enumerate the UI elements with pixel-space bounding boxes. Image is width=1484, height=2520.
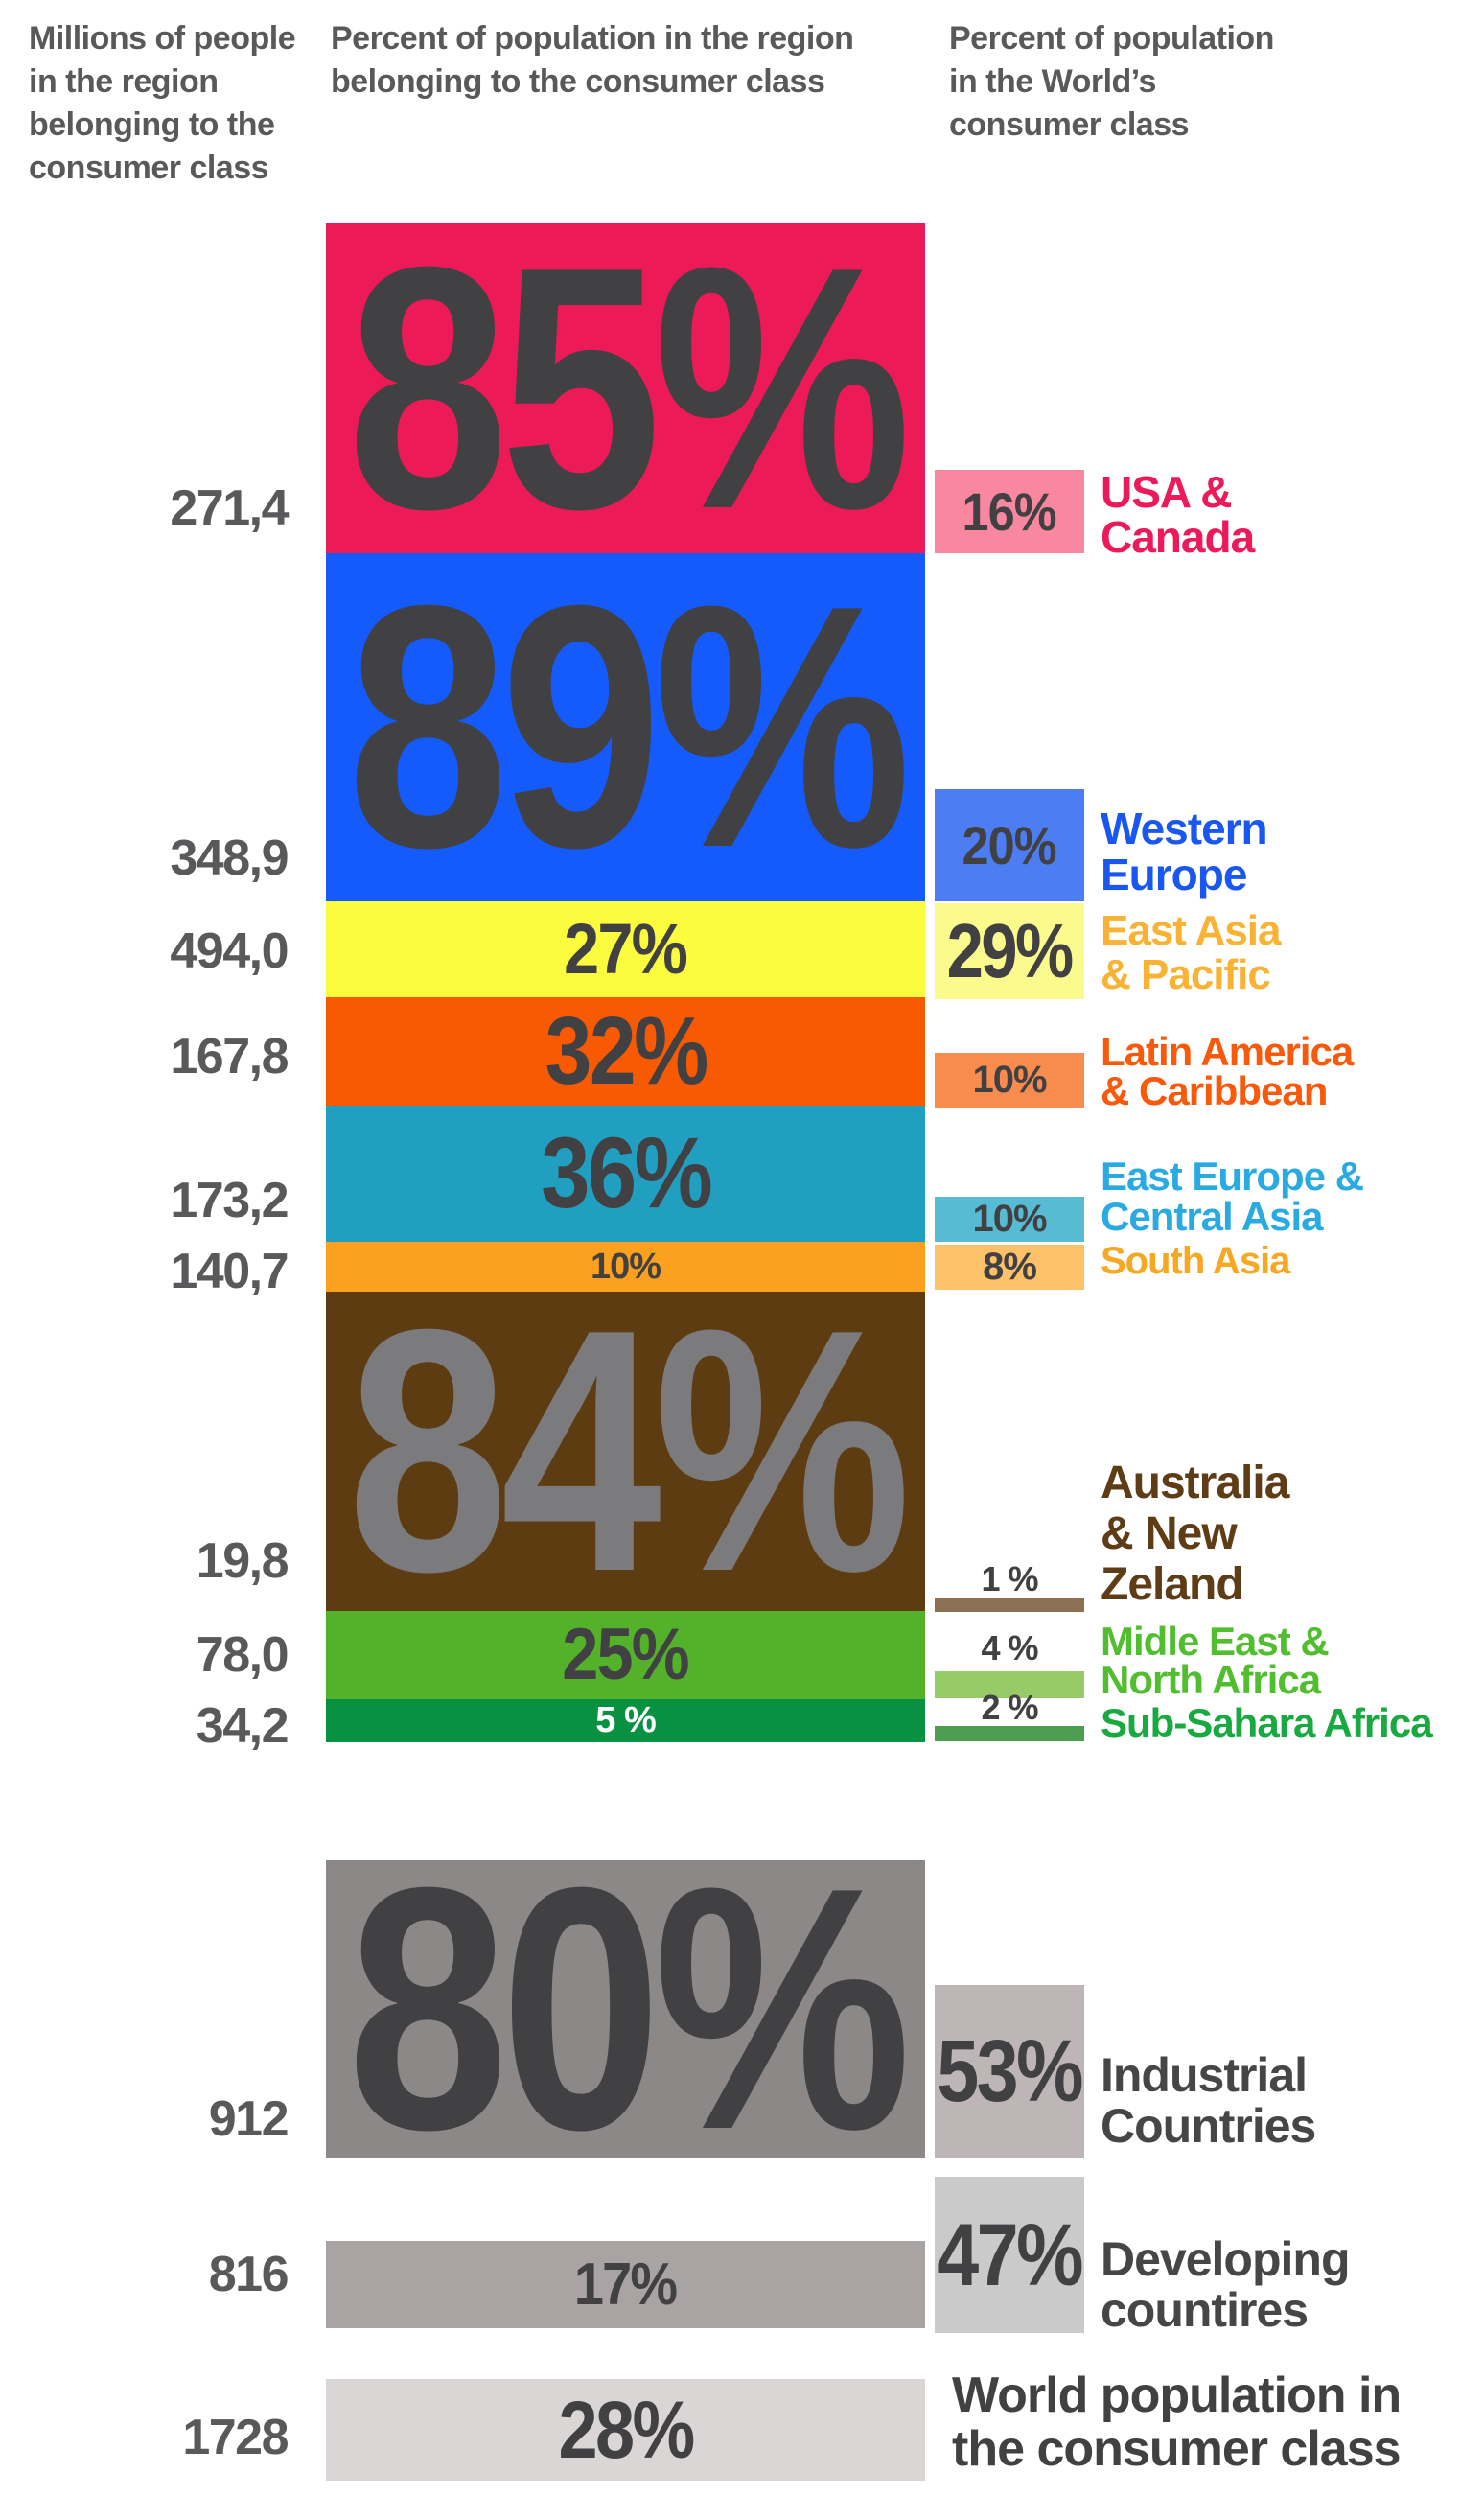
region-bar-world: 28% <box>326 2379 925 2481</box>
label-latin-america: Latin America & Caribbean <box>1101 1029 1354 1113</box>
label-industrial: Industrial Countries <box>1101 2048 1316 2153</box>
world-bar-east-europe: 10% <box>935 1197 1084 1242</box>
label-western-europe: Western Europe <box>1101 804 1268 899</box>
label-south-asia: South Asia <box>1101 1240 1290 1282</box>
region-pct-australia: 84% <box>347 1258 911 1644</box>
region-pct-east-europe: 36% <box>540 1117 713 1229</box>
region-bar-usa-canada: 85% <box>326 196 925 581</box>
world-bar-usa-canada: 16% <box>935 470 1084 553</box>
millions-world: 1728 <box>182 2410 289 2465</box>
region-pct-east-asia: 27% <box>564 909 689 989</box>
millions-western-europe: 348,9 <box>170 830 289 886</box>
region-pct-western-europe: 89% <box>347 534 911 920</box>
label-australia: Australia & New Zeland <box>1101 1458 1289 1610</box>
world-pct-developing: 47% <box>937 2205 1084 2304</box>
world-pct-south-asia: 8% <box>983 1246 1037 1288</box>
world-bar-developing: 47% <box>935 2177 1084 2333</box>
header-world-percent: Percent of population in the World’s con… <box>949 20 1274 143</box>
millions-latin-america: 167,8 <box>170 1029 289 1085</box>
label-east-europe: East Europe & Central Asia <box>1101 1154 1364 1239</box>
world-bar-middle-east <box>935 1671 1084 1698</box>
region-bar-middle-east: 25% <box>326 1611 925 1699</box>
millions-middle-east: 78,0 <box>196 1627 290 1683</box>
world-pct-east-asia: 29% <box>947 908 1075 993</box>
label-usa-canada: USA & Canada <box>1101 467 1255 562</box>
millions-south-asia: 140,7 <box>170 1244 289 1299</box>
world-bar-latin-america: 10% <box>935 1053 1084 1108</box>
header-region-percent: Percent of population in the region belo… <box>331 20 854 100</box>
label-east-asia: East Asia & Pacific <box>1101 907 1281 998</box>
world-pct-sub-sahara: 2 % <box>981 1688 1038 1727</box>
world-bar-australia <box>935 1598 1084 1612</box>
world-bar-south-asia: 8% <box>935 1245 1084 1290</box>
world-pct-australia: 1 % <box>981 1559 1038 1598</box>
label-world: World population in the consumer class <box>952 2368 1402 2477</box>
millions-sub-sahara: 34,2 <box>196 1698 290 1754</box>
region-pct-industrial: 80% <box>347 1816 911 2202</box>
world-pct-east-europe: 10% <box>972 1198 1047 1240</box>
region-pct-world: 28% <box>558 2385 695 2475</box>
world-bar-industrial: 53% <box>935 1985 1084 2158</box>
region-bar-latin-america: 32% <box>326 997 925 1106</box>
millions-australia: 19,8 <box>196 1533 290 1589</box>
region-pct-sub-sahara: 5 % <box>595 1700 656 1740</box>
world-pct-usa-canada: 16% <box>962 481 1057 542</box>
millions-developing: 816 <box>208 2247 290 2302</box>
world-bar-east-asia: 29% <box>935 903 1084 999</box>
world-pct-industrial: 53% <box>937 2022 1084 2120</box>
label-developing: Developing countires <box>1101 2232 1350 2337</box>
region-bar-developing: 17% <box>326 2241 925 2328</box>
region-pct-usa-canada: 85% <box>347 196 911 581</box>
region-pct-middle-east: 25% <box>562 1614 690 1695</box>
region-bar-australia: 84% <box>326 1258 925 1644</box>
region-bar-western-europe: 89% <box>326 553 925 901</box>
millions-east-asia: 494,0 <box>170 923 289 979</box>
header-millions: Millions of people in the region belongi… <box>29 20 296 186</box>
region-bar-south-asia: 10% <box>326 1242 925 1292</box>
world-pct-western-europe: 20% <box>962 815 1057 875</box>
region-pct-south-asia: 10% <box>590 1247 661 1287</box>
world-bar-western-europe: 20% <box>935 789 1084 901</box>
world-pct-middle-east: 4 % <box>981 1628 1038 1668</box>
region-pct-developing: 17% <box>574 2252 678 2318</box>
world-pct-latin-america: 10% <box>972 1059 1047 1101</box>
label-sub-sahara: Sub-Sahara Africa <box>1101 1700 1433 1745</box>
millions-east-europe: 173,2 <box>170 1173 289 1228</box>
world-bar-sub-sahara <box>935 1726 1084 1741</box>
millions-usa-canada: 271,4 <box>170 480 289 536</box>
millions-industrial: 912 <box>208 2091 290 2147</box>
region-bar-east-asia: 27% <box>326 901 925 997</box>
region-bar-industrial: 80% <box>326 1816 925 2202</box>
region-bar-sub-sahara: 5 % <box>326 1699 925 1742</box>
region-pct-latin-america: 32% <box>545 997 708 1105</box>
region-bar-east-europe: 36% <box>326 1106 925 1242</box>
label-middle-east: Midle East & North Africa <box>1101 1619 1330 1702</box>
